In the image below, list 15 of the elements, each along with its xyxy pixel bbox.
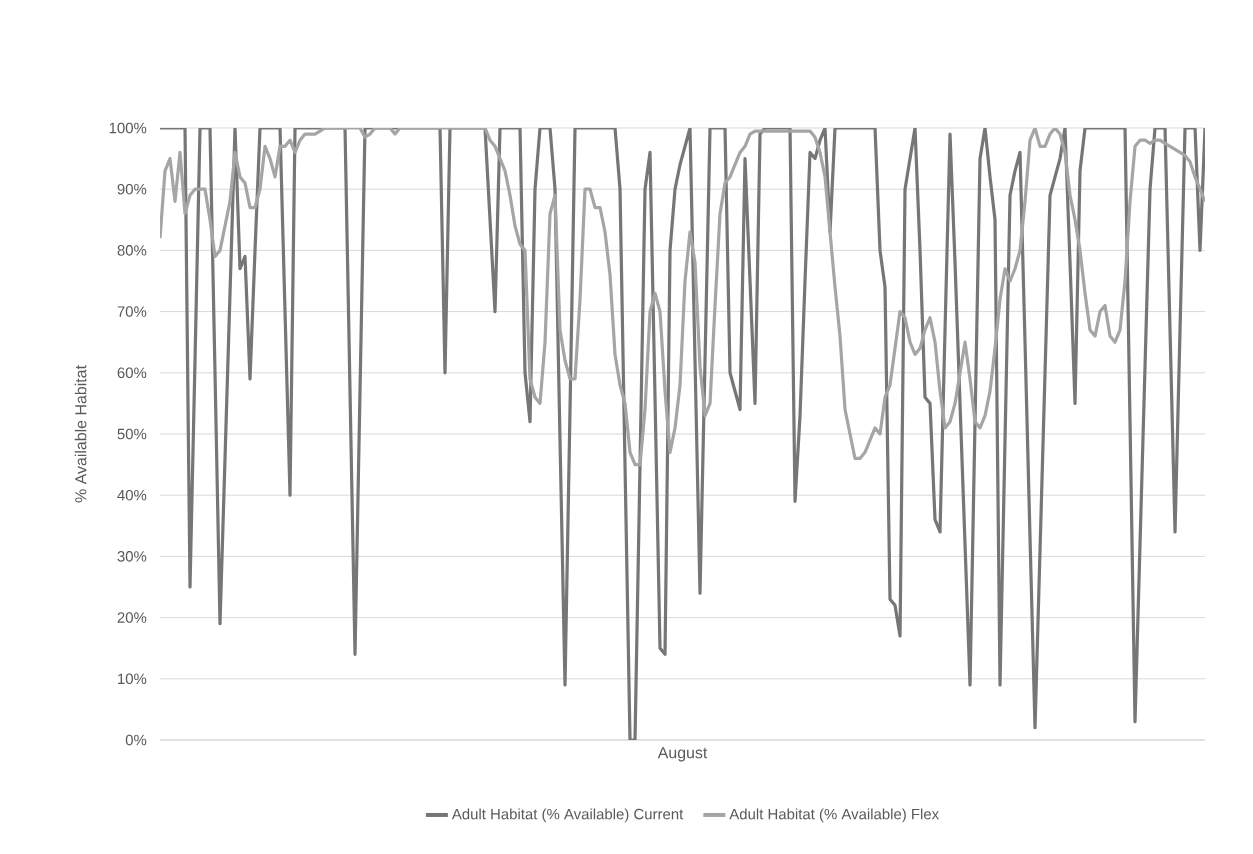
y-tick-label: 80%: [117, 245, 147, 256]
y-tick-label: 90%: [117, 183, 147, 195]
y-tick-label: 60%: [117, 367, 147, 379]
x-axis-title: August: [657, 747, 708, 762]
y-tick-label: 50%: [117, 428, 147, 440]
y-tick-label: 40%: [117, 489, 147, 501]
y-tick-label: 100%: [109, 122, 147, 134]
y-tick-label: 70%: [117, 306, 147, 317]
y-tick-label: 30%: [117, 551, 147, 562]
legend-label: Adult Habitat (% Available) Flex: [729, 808, 939, 823]
y-tick-label: 20%: [117, 612, 147, 623]
y-tick-label: 0%: [125, 734, 147, 746]
y-tick-label: 10%: [118, 673, 147, 685]
legend-label: Adult Habitat (% Available) Current: [451, 808, 684, 823]
y-axis-title: % Available Habitat: [74, 365, 87, 503]
